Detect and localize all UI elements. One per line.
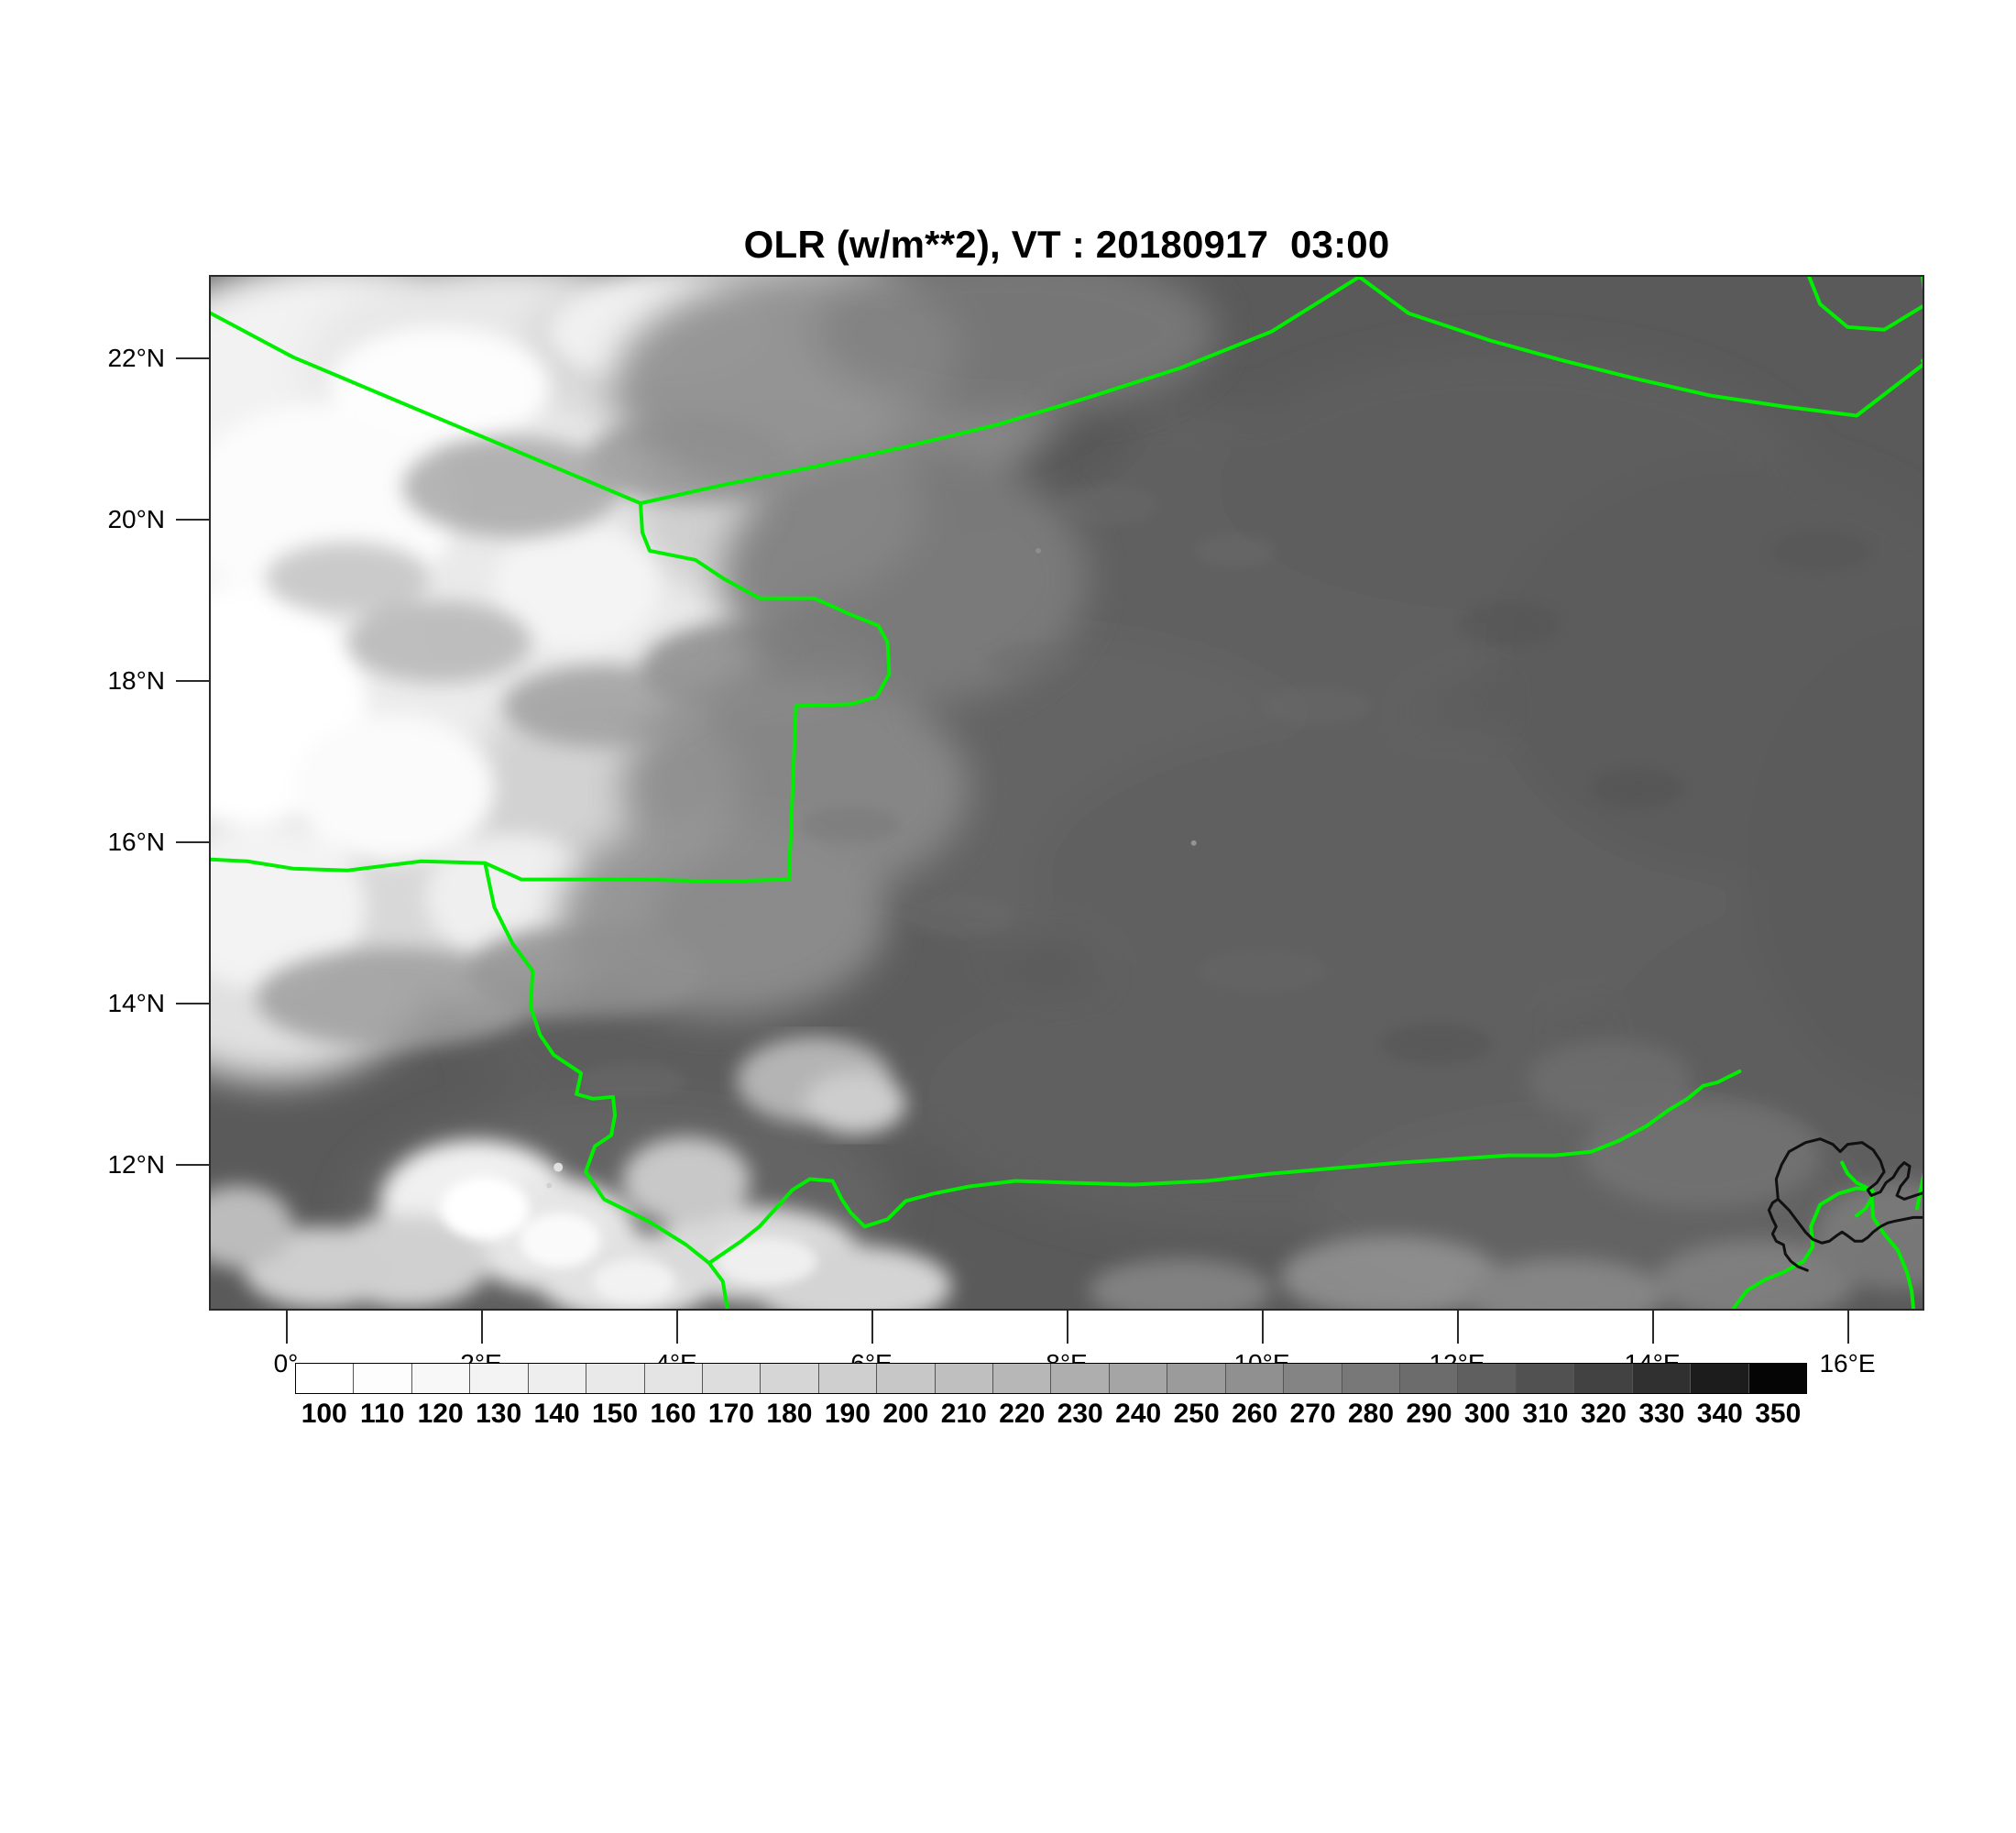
xtick-mark xyxy=(676,1311,678,1344)
ytick-mark xyxy=(176,841,209,843)
colorbar[interactable] xyxy=(295,1363,1807,1394)
ytick-label: 22°N xyxy=(107,344,165,372)
colorbar-tick-label: 250 xyxy=(1173,1399,1220,1429)
colorbar-tick-label: 160 xyxy=(650,1399,696,1429)
ytick-label: 14°N xyxy=(107,989,165,1017)
ytick-mark xyxy=(176,357,209,359)
xtick-label: 0° xyxy=(273,1349,299,1377)
colorbar-swatch xyxy=(1167,1364,1226,1393)
colorbar-swatch xyxy=(1574,1364,1633,1393)
colorbar-swatch xyxy=(877,1364,936,1393)
xtick-label: 16°E xyxy=(1819,1349,1876,1377)
colorbar-tick-label: 300 xyxy=(1463,1399,1510,1429)
colorbar-swatch xyxy=(818,1364,878,1393)
colorbar-swatch xyxy=(470,1364,529,1393)
colorbar-tick-label: 150 xyxy=(592,1399,639,1429)
xtick-mark xyxy=(1067,1311,1068,1344)
xtick-mark xyxy=(1652,1311,1654,1344)
colorbar-swatch xyxy=(1284,1364,1342,1393)
colorbar-tick-label: 270 xyxy=(1289,1399,1336,1429)
colorbar-swatch xyxy=(411,1364,471,1393)
xtick-mark xyxy=(1457,1311,1459,1344)
olr-raster-layer xyxy=(211,277,1923,1309)
colorbar-swatch xyxy=(1225,1364,1285,1393)
ytick-mark xyxy=(176,1003,209,1004)
map-plot-area[interactable] xyxy=(209,275,1924,1311)
colorbar-tick-label: 180 xyxy=(766,1399,813,1429)
colorbar-tick-label: 310 xyxy=(1522,1399,1569,1429)
ytick-label: 16°N xyxy=(107,828,165,856)
colorbar-tick-label: 330 xyxy=(1638,1399,1685,1429)
xtick-mark xyxy=(1262,1311,1264,1344)
colorbar-swatch xyxy=(1691,1364,1749,1393)
page-title: OLR (w/m**2), VT : 20180917 03:00 xyxy=(743,223,1390,266)
colorbar-swatch xyxy=(1109,1364,1168,1393)
ytick-mark xyxy=(176,1164,209,1166)
colorbar-tick-label: 260 xyxy=(1232,1399,1278,1429)
colorbar-swatch xyxy=(296,1364,355,1393)
colorbar-tick-label: 100 xyxy=(301,1399,347,1429)
colorbar-tick-label: 190 xyxy=(824,1399,871,1429)
colorbar-tick-label: 200 xyxy=(882,1399,929,1429)
colorbar-tick-label: 110 xyxy=(359,1399,405,1429)
colorbar-tick-label: 340 xyxy=(1696,1399,1743,1429)
xtick-mark xyxy=(1847,1311,1849,1344)
colorbar-swatch xyxy=(586,1364,645,1393)
colorbar-tick-label: 130 xyxy=(476,1399,522,1429)
colorbar-swatch xyxy=(761,1364,819,1393)
colorbar-swatch xyxy=(1051,1364,1110,1393)
ytick-label: 18°N xyxy=(107,666,165,695)
ytick-label: 12°N xyxy=(107,1150,165,1179)
xtick-mark xyxy=(286,1311,288,1344)
ytick-mark xyxy=(176,519,209,521)
ytick-mark xyxy=(176,680,209,682)
colorbar-tick-label: 220 xyxy=(999,1399,1046,1429)
colorbar-swatch xyxy=(528,1364,587,1393)
colorbar-tick-labels: 100 110 120 130 140 150 160 170 180 190 200 210 220 2… xyxy=(295,1399,1807,1439)
colorbar-swatch xyxy=(1342,1364,1401,1393)
colorbar-swatch xyxy=(1516,1364,1575,1393)
ytick-label: 20°N xyxy=(107,505,165,533)
colorbar-tick-label: 240 xyxy=(1115,1399,1162,1429)
colorbar-tick-label: 290 xyxy=(1406,1399,1452,1429)
colorbar-tick-label: 170 xyxy=(707,1399,754,1429)
colorbar-tick-label: 320 xyxy=(1580,1399,1627,1429)
colorbar-tick-label: 350 xyxy=(1755,1399,1802,1429)
xtick-mark xyxy=(871,1311,873,1344)
colorbar-swatch xyxy=(644,1364,703,1393)
colorbar-tick-label: 210 xyxy=(940,1399,987,1429)
country-borders-layer xyxy=(211,277,1923,1309)
colorbar-tick-label: 280 xyxy=(1348,1399,1395,1429)
colorbar-swatch xyxy=(1400,1364,1459,1393)
xtick-mark xyxy=(481,1311,483,1344)
colorbar-swatch xyxy=(354,1364,412,1393)
colorbar-tick-label: 140 xyxy=(533,1399,580,1429)
country-border-lines xyxy=(211,277,1923,1309)
colorbar-swatch xyxy=(935,1364,994,1393)
colorbar-tick-label: 120 xyxy=(417,1399,464,1429)
colorbar-swatch xyxy=(1458,1364,1517,1393)
colorbar-swatch xyxy=(1632,1364,1692,1393)
colorbar-swatch xyxy=(993,1364,1052,1393)
colorbar-swatch xyxy=(702,1364,761,1393)
colorbar-tick-label: 230 xyxy=(1057,1399,1103,1429)
lake-chad-outline xyxy=(1767,1137,1923,1272)
colorbar-swatch xyxy=(1748,1364,1806,1393)
